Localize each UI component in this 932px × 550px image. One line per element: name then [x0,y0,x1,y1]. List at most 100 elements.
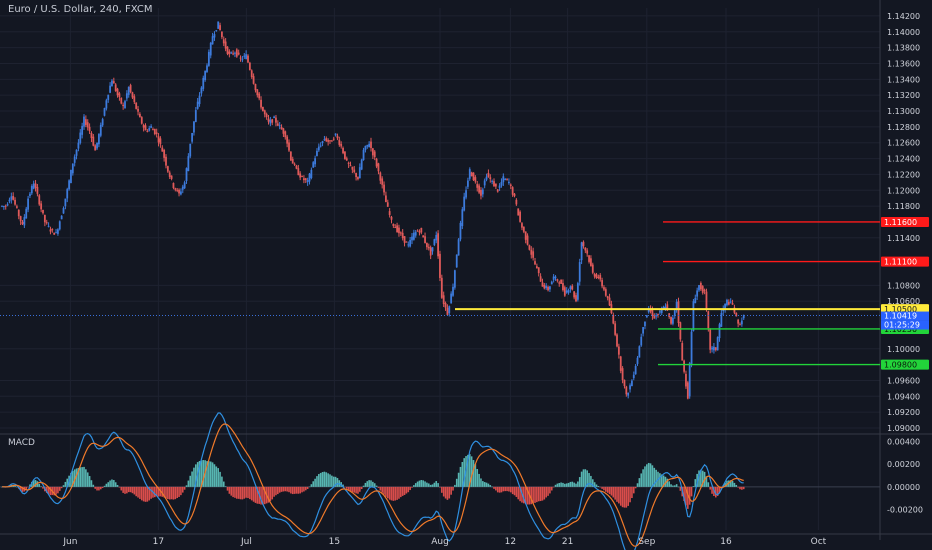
macd-histogram-bar [299,486,301,494]
candle-body [310,169,313,178]
candle-body [180,191,182,195]
candle-body [338,139,341,145]
macd-histogram-bar [495,486,497,491]
macd-histogram-bar [284,486,287,492]
macd-histogram-bar [379,486,382,491]
candle-body [213,34,216,38]
candle-body [131,92,134,98]
macd-histogram-bar [508,486,510,492]
candle-body [202,77,205,89]
macd-histogram-bar [137,486,139,498]
candle-body [258,93,261,99]
candle-body [500,181,503,186]
candle-body [105,100,108,109]
candle-body [92,136,95,146]
candle-body [124,101,126,109]
candle-body [200,87,203,94]
macd-histogram-bar [455,478,458,487]
candle-body [414,232,417,236]
candle-body [412,232,415,240]
macd-histogram-bar [25,486,28,490]
candle-body [724,303,726,310]
macd-histogram-bar [360,486,363,490]
candle-body [685,373,687,387]
candle-body [142,125,145,128]
macd-histogram-bar [405,486,408,494]
macd-histogram-bar [252,486,255,502]
candle-body [526,235,529,245]
macd-histogram-bar [506,486,508,492]
macd-histogram-bar [375,485,378,487]
candle-body [698,285,700,291]
candle-body [586,250,589,254]
candle-body [29,193,31,197]
macd-histogram-bar [168,486,171,500]
candle-body [62,208,65,214]
candle-body [347,162,350,165]
current-price-box [881,311,929,321]
macd-histogram-bar [200,460,203,487]
candle-body [655,315,658,317]
candle-body [381,178,384,185]
candle-body [133,96,136,102]
macd-histogram-bar [487,483,490,487]
candle-body [550,281,553,285]
macd-histogram-bar [547,486,549,496]
candle-body [588,255,590,262]
macd-histogram-bar [364,482,367,487]
macd-histogram-bar [131,486,134,494]
macd-histogram-bar [174,486,177,500]
macd-histogram-bar [500,486,503,493]
candle-body [146,131,149,133]
candle-body [17,209,20,217]
candle-body [677,301,680,324]
macd-histogram-bar [524,486,527,505]
macd-histogram-bar [109,480,111,487]
macd-histogram-bar [230,486,233,496]
macd-histogram-bar [468,454,471,487]
macd-histogram-bar [260,486,262,505]
candle-body [241,59,244,61]
macd-histogram-bar [329,474,331,487]
candle-body [150,126,152,128]
macd-histogram-bar [349,486,352,492]
macd-histogram-bar [83,466,85,487]
macd-histogram-bar [685,486,687,506]
candle-body [293,163,296,165]
macd-histogram-bar [303,486,305,492]
candle-body [591,264,594,273]
macd-histogram-bar [485,482,488,487]
macd-histogram-bar [407,486,410,493]
macd-histogram-bar [690,486,693,497]
macd-histogram-bar [701,470,704,487]
macd-histogram-bar [370,480,372,487]
macd-histogram-bar [189,475,192,487]
candle-body [273,116,275,118]
candle-body [64,198,67,207]
macd-histogram-bar [489,485,492,487]
candle-body [36,186,39,194]
candle-body [4,205,7,207]
macd-histogram-bar [446,486,449,500]
price-tick-label: 1.09400 [887,392,920,401]
candle-body [45,222,48,224]
candle-body [740,320,743,325]
candle-body [355,172,357,178]
macd-histogram-bar [381,486,383,493]
macd-histogram-bar [124,486,126,494]
macd-histogram-bar [388,486,391,500]
macd-histogram-bar [631,486,633,499]
candle-body [84,119,87,125]
macd-histogram-bar [400,486,402,498]
macd-histogram-bar [444,486,447,499]
macd-histogram-bar [429,484,432,487]
macd-histogram-bar [304,486,307,491]
macd-histogram-bar [154,486,156,498]
macd-histogram-bar [442,486,445,497]
macd-histogram-bar [193,467,195,487]
price-tick-label: 1.10600 [887,297,920,306]
candle-body [694,297,697,304]
candle-body [433,239,436,246]
